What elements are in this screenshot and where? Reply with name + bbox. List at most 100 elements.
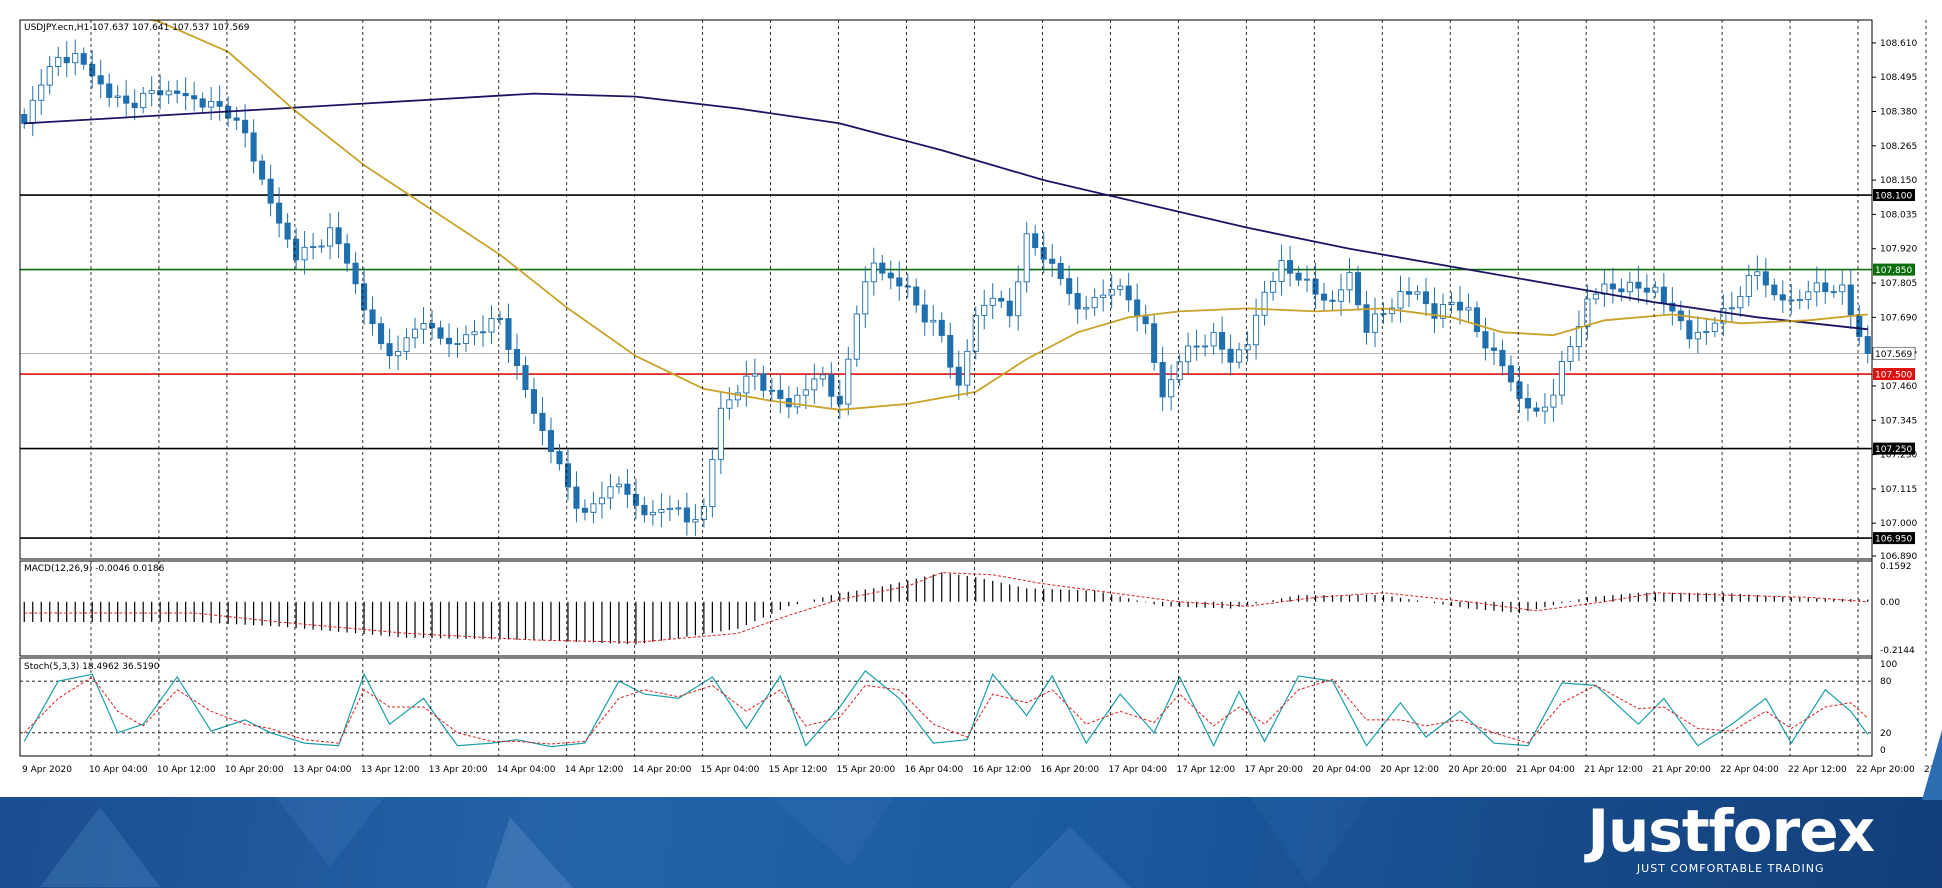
candle-body <box>1193 345 1200 348</box>
candle-body <box>1023 233 1030 283</box>
price-tick-label: 107.920 <box>1880 245 1917 255</box>
candle-body <box>29 99 36 124</box>
candle-body <box>751 373 758 377</box>
candle-body <box>21 114 28 124</box>
candle-body <box>1244 344 1251 351</box>
price-tick-label: 107.805 <box>1880 279 1917 289</box>
time-tick-label: 16 Apr 04:00 <box>905 765 964 775</box>
candle-body <box>378 323 385 345</box>
candle-body <box>1219 332 1226 350</box>
candle-body <box>1304 278 1311 281</box>
candle-body <box>624 483 631 495</box>
time-tick-label: 21 Apr 20:00 <box>1652 765 1711 775</box>
candle-body <box>97 75 104 85</box>
candle-body <box>1567 346 1574 362</box>
level-label: 107.500 <box>1875 371 1912 381</box>
candle-body <box>1669 302 1676 312</box>
candle-body <box>1151 323 1158 363</box>
candle-body <box>1507 365 1514 383</box>
candle-body <box>938 319 945 336</box>
candle-body <box>1354 272 1362 306</box>
candle-body <box>1550 394 1557 408</box>
candle-body <box>1074 293 1081 310</box>
candle-body <box>293 238 300 261</box>
bid-label: 107.569 <box>1875 350 1912 360</box>
candle-body <box>513 349 521 367</box>
candle-body <box>46 66 53 86</box>
candle-body <box>148 90 155 94</box>
candle-body <box>896 277 903 287</box>
candle-body <box>242 119 249 134</box>
branding-banner <box>0 797 1942 888</box>
candle-body <box>1703 331 1710 333</box>
candle-body <box>1660 286 1667 304</box>
stoch-tick-label: 0 <box>1880 746 1886 756</box>
candle-body <box>1745 275 1752 297</box>
brand-tagline: JUST COMFORTABLE TRADING <box>1636 862 1825 875</box>
candle-body <box>1032 233 1039 249</box>
time-tick-label: 20 Apr 12:00 <box>1380 765 1439 775</box>
candle-body <box>700 506 707 521</box>
candle-body <box>80 53 87 65</box>
candle-body <box>768 389 775 392</box>
price-tick-label: 107.690 <box>1880 313 1917 323</box>
candle-body <box>1720 308 1727 324</box>
time-tick-label: 13 Apr 20:00 <box>429 765 488 775</box>
candle-body <box>1176 361 1183 381</box>
axes: 9 Apr 2020 10 Apr 04:00 10 Apr 12:00 10 Apr… <box>19 19 1942 775</box>
time-tick-label: 14 Apr 04:00 <box>497 765 556 775</box>
time-tick-label: 16 Apr 20:00 <box>1040 765 1099 775</box>
candle-body <box>267 178 274 204</box>
candle-body <box>1609 283 1616 290</box>
candle-body <box>1465 307 1472 311</box>
candle-body <box>445 337 453 345</box>
candle-body <box>1320 293 1328 301</box>
candle-body <box>131 102 138 109</box>
ma-slow-line <box>24 92 1868 331</box>
stochastic-pane <box>20 670 1872 748</box>
candle-body <box>1142 316 1149 325</box>
candle-body <box>1117 285 1124 290</box>
candle-body <box>471 331 478 336</box>
candle-body <box>998 297 1005 302</box>
candle-body <box>955 366 962 386</box>
candle-body <box>276 202 283 224</box>
candle-body <box>462 334 470 344</box>
candle-body <box>1125 285 1132 301</box>
candle-body <box>981 304 988 316</box>
candle-body <box>683 507 690 523</box>
candle-body <box>1813 282 1820 293</box>
level-label: 106.950 <box>1875 535 1912 545</box>
candle-body <box>89 63 96 77</box>
candle-body <box>1405 291 1413 295</box>
candle-body <box>743 375 750 394</box>
time-tick-label: 20 Apr 20:00 <box>1448 765 1507 775</box>
candle-body <box>1796 298 1803 301</box>
candle-body <box>1728 307 1735 310</box>
stoch-tick-label: 80 <box>1880 677 1892 687</box>
stochastic-header: Stoch(5,3,3) 18.4962 36.5190 <box>24 662 160 672</box>
candle-body <box>522 365 529 391</box>
time-tick-label: 21 Apr 12:00 <box>1584 765 1643 775</box>
candle-body <box>1490 347 1498 351</box>
candle-body <box>1737 295 1744 309</box>
price-pane <box>20 20 1872 539</box>
candle-body <box>208 101 215 108</box>
candle-body <box>1558 361 1565 396</box>
candle-body <box>1456 301 1464 311</box>
candle-body <box>1040 247 1047 260</box>
candle-body <box>182 93 189 97</box>
time-tick-label: 15 Apr 20:00 <box>837 765 896 775</box>
time-tick-label: 14 Apr 12:00 <box>565 765 624 775</box>
macd-tick-label: 0.1592 <box>1880 562 1912 572</box>
candle-body <box>157 90 164 96</box>
candle-body <box>327 227 334 247</box>
candle-body <box>1329 299 1336 302</box>
candle-body <box>199 98 206 108</box>
macd-tick-label: -0.2144 <box>1880 646 1915 656</box>
candle-body <box>1363 304 1370 333</box>
macd-pane <box>23 572 1869 645</box>
candle-body <box>717 407 724 460</box>
time-tick-label: 16 Apr 12:00 <box>972 765 1031 775</box>
